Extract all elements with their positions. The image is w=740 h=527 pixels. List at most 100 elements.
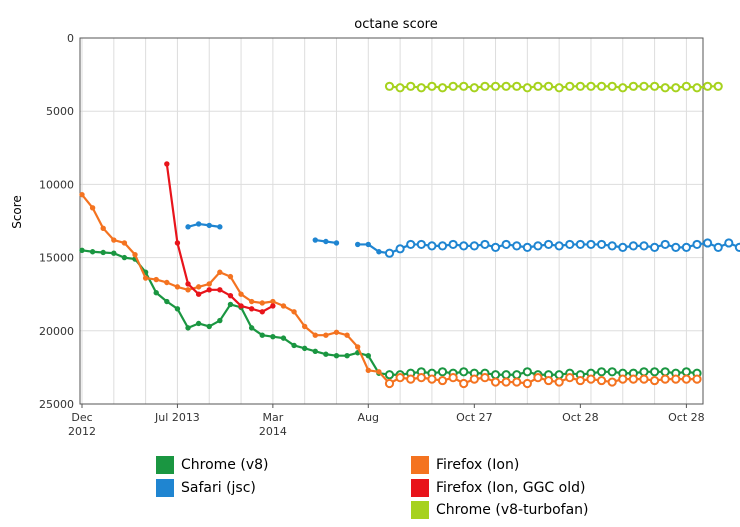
data-point[interactable] — [111, 237, 117, 243]
data-point[interactable] — [480, 239, 490, 250]
data-point[interactable] — [734, 242, 740, 252]
data-point[interactable] — [639, 367, 649, 377]
data-point[interactable] — [713, 81, 723, 91]
data-point[interactable] — [681, 374, 691, 384]
data-point[interactable] — [649, 81, 660, 91]
legend-item-chrome-v8[interactable]: Chrome (v8) — [156, 455, 268, 475]
data-point[interactable] — [333, 352, 340, 359]
data-point[interactable] — [448, 81, 458, 91]
data-point[interactable] — [554, 377, 564, 387]
data-point[interactable] — [501, 81, 511, 91]
data-point[interactable] — [543, 375, 554, 386]
data-point[interactable] — [312, 348, 318, 354]
data-point[interactable] — [406, 374, 416, 384]
data-point[interactable] — [437, 367, 448, 377]
data-point[interactable] — [227, 301, 234, 308]
data-point[interactable] — [195, 320, 202, 327]
data-point[interactable] — [248, 325, 255, 331]
data-point[interactable] — [554, 370, 564, 380]
data-point[interactable] — [660, 367, 670, 377]
data-point[interactable] — [533, 373, 543, 383]
data-point[interactable] — [512, 241, 522, 251]
data-point[interactable] — [416, 83, 426, 93]
data-point[interactable] — [671, 242, 681, 252]
data-point[interactable] — [248, 306, 255, 312]
data-point[interactable] — [153, 276, 159, 283]
data-point[interactable] — [206, 281, 212, 287]
data-point[interactable] — [692, 374, 702, 384]
data-point[interactable] — [365, 352, 371, 359]
data-point[interactable] — [185, 325, 191, 331]
data-point[interactable] — [437, 83, 448, 93]
data-point[interactable] — [323, 351, 329, 357]
data-point[interactable] — [596, 367, 607, 377]
data-point[interactable] — [628, 81, 638, 91]
data-point[interactable] — [111, 250, 117, 256]
data-point[interactable] — [384, 81, 395, 91]
data-point[interactable] — [217, 287, 223, 293]
data-point[interactable] — [238, 303, 244, 309]
data-point[interactable] — [703, 238, 713, 248]
data-point[interactable] — [575, 375, 585, 386]
data-point[interactable] — [639, 81, 649, 91]
data-point[interactable] — [344, 332, 350, 338]
legend-item-chrome-turbofan[interactable]: Chrome (v8-turbofan) — [411, 500, 588, 520]
data-point[interactable] — [406, 81, 416, 91]
data-point[interactable] — [354, 344, 361, 350]
data-point[interactable] — [195, 221, 202, 227]
data-point[interactable] — [280, 335, 287, 341]
legend-item-firefox-ion[interactable]: Firefox (Ion) — [411, 455, 519, 475]
data-point[interactable] — [522, 83, 532, 93]
data-point[interactable] — [174, 240, 181, 246]
data-point[interactable] — [607, 241, 617, 251]
data-point[interactable] — [395, 373, 405, 383]
data-point[interactable] — [586, 239, 596, 250]
data-point[interactable] — [533, 241, 543, 251]
data-point[interactable] — [376, 369, 382, 375]
data-point[interactable] — [681, 367, 691, 377]
data-point[interactable] — [649, 367, 660, 377]
legend-item-safari-jsc[interactable]: Safari (jsc) — [156, 478, 256, 498]
data-point[interactable] — [724, 238, 734, 248]
data-point[interactable] — [596, 239, 607, 250]
data-point[interactable] — [490, 377, 501, 387]
data-point[interactable] — [323, 332, 329, 338]
data-point[interactable] — [628, 241, 638, 251]
data-point[interactable] — [427, 374, 437, 384]
data-point[interactable] — [660, 374, 670, 384]
data-point[interactable] — [185, 224, 191, 230]
data-point[interactable] — [384, 378, 395, 389]
data-point[interactable] — [469, 83, 479, 93]
data-point[interactable] — [618, 242, 628, 252]
data-point[interactable] — [248, 298, 255, 305]
data-point[interactable] — [713, 242, 723, 252]
data-point[interactable] — [323, 238, 329, 245]
data-point[interactable] — [692, 239, 702, 250]
data-point[interactable] — [703, 81, 713, 91]
data-point[interactable] — [427, 81, 437, 91]
data-point[interactable] — [142, 275, 149, 281]
data-point[interactable] — [565, 239, 575, 250]
data-point[interactable] — [448, 239, 458, 250]
data-point[interactable] — [459, 378, 469, 389]
data-point[interactable] — [554, 241, 564, 251]
data-point[interactable] — [607, 367, 617, 377]
data-point[interactable] — [607, 377, 617, 387]
data-point[interactable] — [164, 279, 170, 286]
data-point[interactable] — [586, 81, 596, 91]
data-point[interactable] — [565, 373, 575, 383]
data-point[interactable] — [501, 370, 511, 380]
data-point[interactable] — [671, 374, 681, 384]
data-point[interactable] — [522, 367, 532, 377]
data-point[interactable] — [427, 241, 437, 251]
data-point[interactable] — [395, 244, 405, 254]
data-point[interactable] — [354, 241, 361, 248]
data-point[interactable] — [121, 240, 128, 246]
data-point[interactable] — [681, 242, 691, 252]
data-point[interactable] — [384, 370, 395, 380]
data-point[interactable] — [490, 81, 501, 91]
data-point[interactable] — [164, 298, 170, 305]
data-point[interactable] — [649, 242, 660, 252]
data-point[interactable] — [618, 83, 628, 93]
data-point[interactable] — [174, 306, 181, 312]
